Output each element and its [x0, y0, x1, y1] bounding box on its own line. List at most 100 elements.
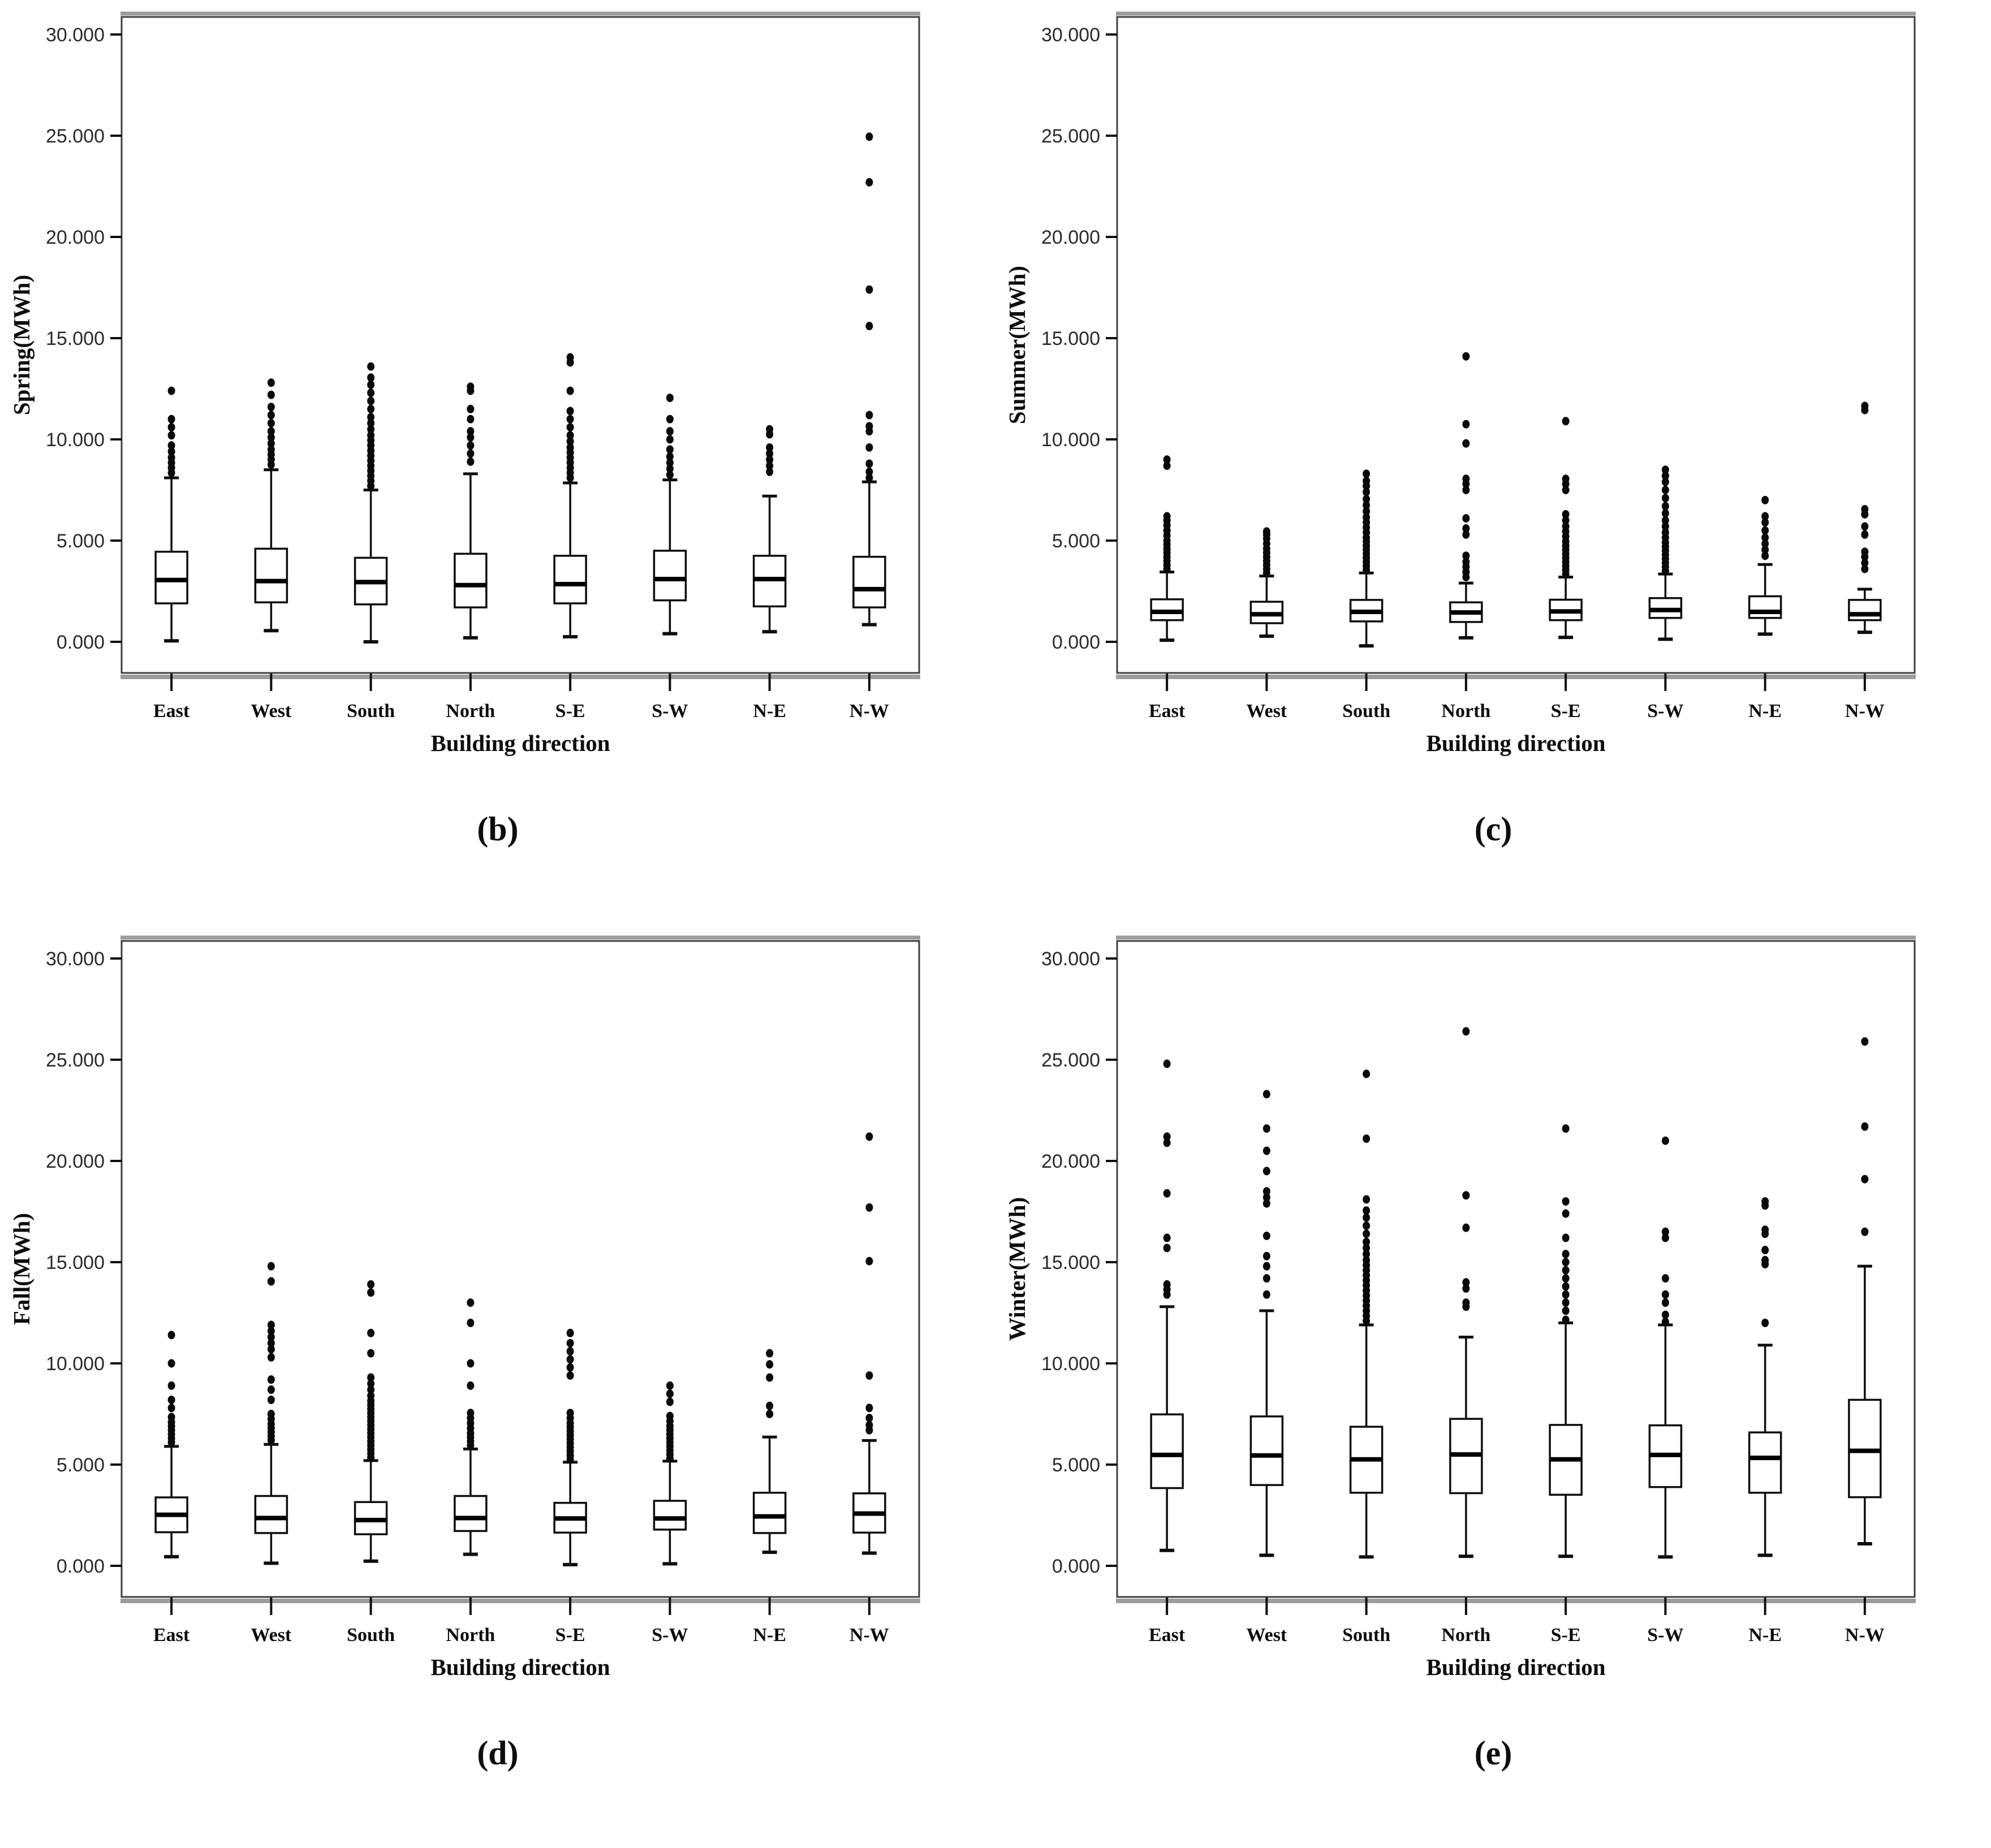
y-tick-label: 0.000 [57, 632, 105, 653]
outlier-dot [1861, 401, 1869, 411]
outlier-dots [766, 1349, 774, 1418]
frame-rect [120, 940, 920, 1598]
outlier-dot [1661, 477, 1669, 486]
x-axis-title: Building direction [1426, 730, 1605, 756]
panel-caption-d: (d) [477, 1734, 519, 1772]
iqr-box [553, 555, 587, 605]
outlier-dots [1462, 352, 1470, 581]
outlier-dot [1262, 1193, 1270, 1202]
outlier-dot [1562, 1266, 1570, 1275]
box-group-East [154, 1331, 188, 1558]
outlier-dot [1861, 1037, 1869, 1046]
outlier-dot [1163, 512, 1171, 521]
outlier-dots [1262, 527, 1270, 577]
box-group-South [354, 362, 388, 644]
outlier-dot [1262, 1290, 1270, 1299]
outlier-dot [1262, 1124, 1270, 1133]
x-axis: East West South North S-E S-W N-E N-W [153, 673, 889, 722]
box-group-South [1349, 469, 1384, 648]
outlier-dot [1363, 500, 1371, 510]
outlier-dots [1661, 465, 1669, 576]
outlier-dot [267, 439, 275, 448]
x-tick-label: N-W [850, 1625, 889, 1646]
y-tick-label: 25.000 [1041, 126, 1100, 147]
x-tick-label: N-W [1845, 1625, 1885, 1646]
y-tick-label: 10.000 [1041, 1353, 1100, 1375]
outlier-dot [666, 1397, 674, 1406]
outlier-dot [1562, 516, 1570, 525]
outlier-dot [467, 449, 475, 458]
outlier-dot [1562, 1209, 1570, 1218]
outlier-dot [367, 1379, 375, 1388]
outlier-dots [865, 1132, 873, 1435]
y-axis: 0.000 5.000 10.000 15.000 20.000 25.000 30.000 [46, 948, 122, 1577]
x-axis: East West South North S-E S-W N-E N-W [153, 1597, 889, 1646]
outlier-dot [1562, 522, 1570, 531]
y-tick-label: 15.000 [1041, 328, 1100, 349]
outlier-dot [566, 353, 574, 362]
outlier-dot [865, 443, 873, 452]
outlier-dot [666, 414, 674, 424]
outlier-dot [566, 1347, 574, 1356]
outlier-dot [1761, 518, 1769, 527]
outlier-dot [467, 382, 475, 391]
box-group-East [154, 386, 188, 643]
y-tick-label: 5.000 [1052, 1454, 1100, 1476]
outlier-dot [666, 445, 674, 454]
x-axis: East West South North S-E S-W N-E N-W [1149, 1597, 1885, 1646]
outlier-dot [1363, 1237, 1371, 1246]
x-tick-label: S-E [555, 1625, 585, 1646]
outlier-dot [666, 435, 674, 444]
y-tick-label: 15.000 [1041, 1252, 1100, 1273]
outlier-dot [467, 441, 475, 450]
outlier-dot [566, 1328, 574, 1337]
outlier-dot [766, 1373, 774, 1382]
iqr-box [852, 555, 886, 608]
outlier-dot [1661, 502, 1669, 511]
y-tick-label: 25.000 [1041, 1050, 1100, 1071]
outlier-dot [1661, 486, 1669, 494]
iqr-box [1848, 599, 1882, 621]
outlier-dot [1661, 1318, 1669, 1327]
outlier-dot [766, 443, 774, 452]
chart-panel-summer: 0.000 5.000 10.000 15.000 20.000 25.000 30.000… [996, 0, 1991, 924]
outlier-dot [1661, 1274, 1669, 1283]
outlier-dot [1462, 530, 1470, 539]
outlier-dot [167, 447, 175, 456]
outlier-dot [267, 1327, 275, 1336]
outlier-dot [1861, 530, 1869, 539]
outlier-dot [566, 1363, 574, 1372]
outlier-dot [167, 453, 175, 462]
outlier-dot [1262, 1199, 1270, 1208]
outlier-dot [1462, 551, 1470, 560]
x-tick-label: East [153, 1625, 190, 1646]
x-tick-label: N-E [753, 701, 786, 722]
outlier-dots [1462, 1027, 1470, 1311]
outlier-dot [1761, 533, 1769, 542]
outlier-dots [367, 1280, 375, 1462]
outlier-dot [1761, 1246, 1769, 1255]
frame-rect [120, 16, 920, 674]
box-group-North [454, 382, 488, 640]
outlier-dots [267, 1262, 275, 1445]
outlier-dot [267, 390, 275, 399]
outlier-dot [566, 407, 574, 416]
outlier-dot [1661, 465, 1669, 474]
outlier-dot [1363, 495, 1371, 504]
outlier-dot [766, 425, 774, 434]
outlier-dot [1462, 439, 1470, 448]
outlier-dot [1462, 486, 1470, 494]
outlier-dots [766, 425, 774, 476]
outlier-dot [666, 1389, 674, 1398]
y-tick-label: 30.000 [46, 24, 105, 46]
x-tick-label: East [1149, 1625, 1186, 1646]
outlier-dot [1661, 1290, 1669, 1299]
outlier-dot [467, 457, 475, 466]
x-tick-label: S-W [1647, 701, 1683, 722]
iqr-box [1748, 1431, 1782, 1494]
y-tick-label: 10.000 [46, 1353, 105, 1375]
outlier-dots [367, 362, 375, 490]
outlier-dot [1163, 455, 1171, 464]
x-tick-label: North [446, 701, 495, 722]
